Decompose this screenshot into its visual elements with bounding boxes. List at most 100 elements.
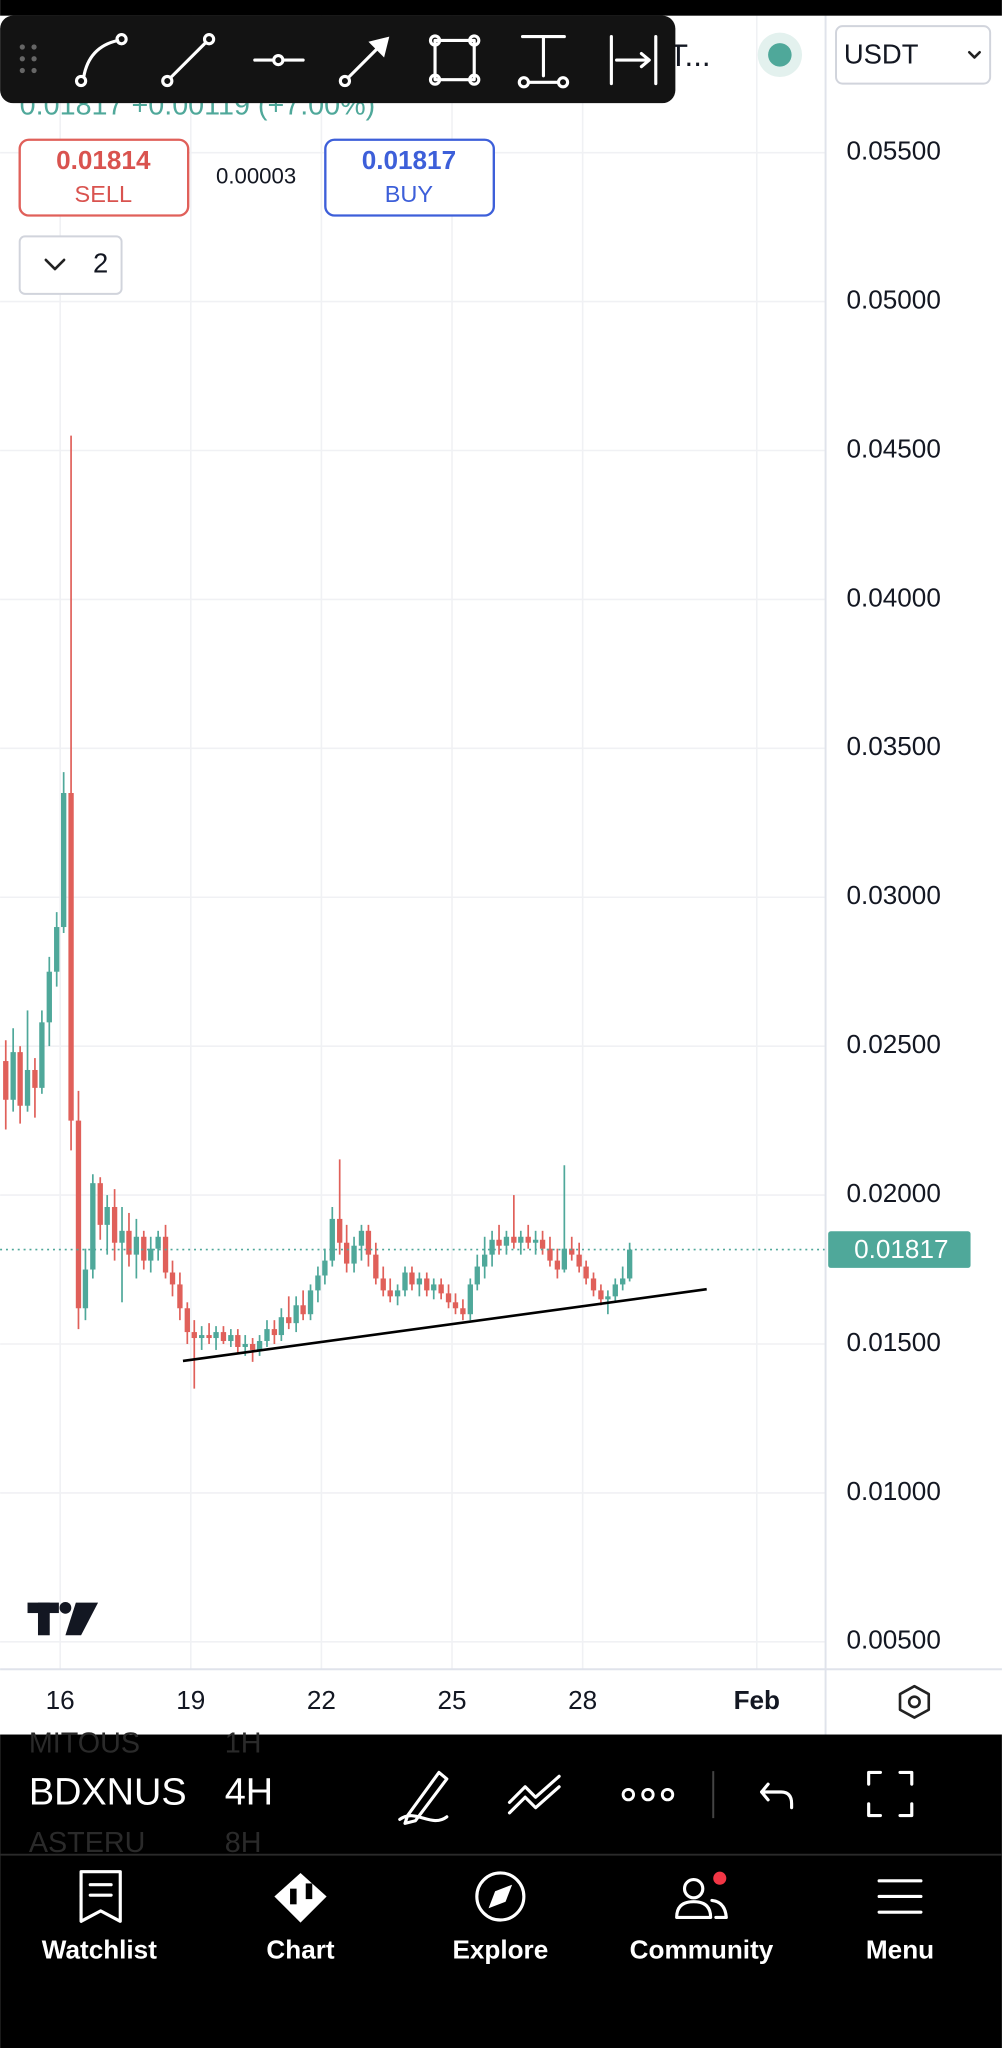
fullscreen-button[interactable] <box>867 1770 914 1818</box>
sell-price: 0.01814 <box>56 145 151 175</box>
candle-body <box>228 1335 234 1342</box>
trend-line-tool[interactable] <box>161 33 216 88</box>
tab-community[interactable]: Community <box>630 1871 774 1965</box>
candle-body <box>256 1341 263 1350</box>
candle-body <box>61 793 67 928</box>
candle-body <box>590 1278 597 1291</box>
candle-body <box>126 1230 132 1255</box>
symbol-name: BDXNUS <box>29 1772 187 1814</box>
candle-body <box>547 1248 553 1261</box>
currency-select[interactable]: USDT <box>835 25 992 85</box>
tab-watchlist[interactable]: Watchlist <box>42 1870 157 1965</box>
draw-button[interactable] <box>398 1770 449 1825</box>
y-tick-label: 0.03000 <box>846 880 940 910</box>
candle-body <box>438 1284 444 1294</box>
last-price-tag <box>828 1231 971 1268</box>
y-tick-label: 0.01000 <box>846 1476 940 1506</box>
candle-body <box>133 1236 140 1255</box>
tab-menu[interactable]: Menu <box>866 1879 934 1964</box>
candle-body <box>489 1239 495 1255</box>
candle-body <box>278 1317 285 1336</box>
horizontal-line-tool[interactable] <box>253 53 305 67</box>
candle-body <box>482 1254 488 1267</box>
x-tick-label: 22 <box>307 1685 336 1715</box>
candle-body <box>387 1290 393 1297</box>
interval: 8H <box>225 1827 262 1859</box>
candle-body <box>337 1218 343 1243</box>
interval: 4H <box>225 1772 273 1814</box>
candle-body <box>90 1183 96 1270</box>
date-range-tool[interactable] <box>609 35 658 86</box>
symbol-picker[interactable]: MITOUS 1H BDXNUS 4H ASTERU 8H <box>29 1728 273 1859</box>
candle-body <box>460 1308 466 1315</box>
candle-body <box>554 1260 561 1270</box>
y-tick-label: 0.01500 <box>846 1327 940 1357</box>
drag-handle[interactable] <box>19 44 37 74</box>
status-dot <box>768 43 792 67</box>
candle-body <box>424 1278 430 1291</box>
buy-button[interactable]: 0.01817 BUY <box>324 138 495 217</box>
y-tick-label: 0.05500 <box>846 136 940 166</box>
more-button[interactable] <box>621 1787 675 1802</box>
arrow-tool[interactable] <box>338 36 390 88</box>
candle-body <box>46 971 52 1023</box>
candle-body <box>97 1183 103 1225</box>
tab-chart[interactable]: Chart <box>266 1872 335 1964</box>
symbol[interactable]: T... <box>669 38 711 73</box>
candle-body <box>394 1290 401 1297</box>
candle-body <box>39 1022 45 1088</box>
candle-body <box>569 1248 575 1255</box>
symbol-name: ASTERU <box>29 1827 146 1859</box>
candle-body <box>68 793 74 1121</box>
candle-body <box>351 1245 357 1264</box>
tab-label: Explore <box>452 1934 548 1964</box>
candle-body <box>525 1236 531 1243</box>
tab-explore[interactable]: Explore <box>452 1871 548 1964</box>
candle-body <box>518 1236 524 1243</box>
undo-button[interactable] <box>760 1782 794 1810</box>
candle-body <box>322 1260 328 1276</box>
candle-body <box>75 1120 82 1309</box>
candle-body <box>503 1236 510 1246</box>
tab-label: Chart <box>266 1934 334 1964</box>
curve-tool[interactable] <box>74 33 128 88</box>
candle-body <box>177 1284 183 1309</box>
x-tick-label: 28 <box>568 1685 597 1715</box>
sell-button[interactable]: 0.01814 SELL <box>18 138 190 217</box>
settings-icon[interactable] <box>898 1684 931 1719</box>
tab-label: Menu <box>866 1934 934 1964</box>
candle-body <box>626 1249 633 1279</box>
candle-body <box>539 1239 546 1249</box>
candle-body <box>300 1305 306 1315</box>
x-tick-label: 16 <box>46 1685 75 1715</box>
candle-body <box>191 1332 197 1339</box>
rectangle-tool[interactable] <box>428 34 481 86</box>
y-tick-label: 0.00500 <box>846 1625 940 1655</box>
drawing-toolbar <box>0 15 676 104</box>
candle-body <box>402 1272 408 1291</box>
trend-button[interactable] <box>507 1774 561 1815</box>
candle-body <box>286 1317 292 1324</box>
candle-body <box>467 1284 473 1315</box>
y-tick-label: 0.04000 <box>846 582 940 612</box>
candle-body <box>445 1293 452 1303</box>
x-tick-label: Feb <box>734 1685 780 1715</box>
y-tick-label: 0.02000 <box>846 1178 940 1208</box>
x-tick-label: 25 <box>437 1685 466 1715</box>
candle-body <box>199 1335 205 1339</box>
candle-body <box>343 1242 350 1264</box>
candle-body <box>431 1284 437 1291</box>
tab-label: Community <box>630 1934 774 1964</box>
candle-body <box>3 1061 9 1100</box>
spread: 0.00003 <box>216 163 296 188</box>
candle-body <box>373 1254 379 1279</box>
price-range-tool[interactable] <box>517 35 570 89</box>
candle-body <box>10 1052 16 1100</box>
candle-body <box>293 1305 299 1324</box>
candle-body <box>220 1332 227 1342</box>
candle-body <box>358 1230 365 1246</box>
indicators-toggle[interactable]: 2 <box>18 235 123 295</box>
candle-body <box>148 1248 154 1261</box>
candle-body <box>169 1272 176 1285</box>
